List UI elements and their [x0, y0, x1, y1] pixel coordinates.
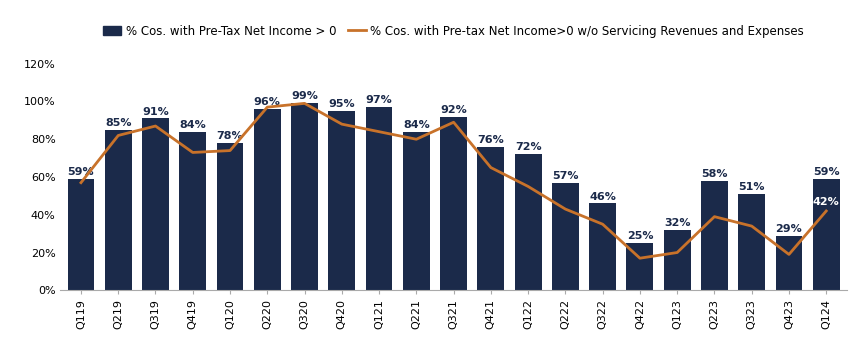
Text: 57%: 57%	[552, 171, 579, 181]
Text: 78%: 78%	[217, 131, 244, 141]
Text: 42%: 42%	[813, 197, 840, 207]
Bar	[776, 235, 803, 290]
Bar	[180, 132, 206, 290]
Text: 46%: 46%	[589, 192, 616, 201]
Text: 32%: 32%	[664, 218, 690, 228]
Bar	[440, 116, 467, 290]
Bar	[478, 147, 505, 290]
Text: 51%: 51%	[739, 182, 765, 192]
Text: 96%: 96%	[254, 97, 281, 107]
Bar	[403, 132, 429, 290]
Text: 84%: 84%	[180, 120, 206, 130]
Text: 91%: 91%	[142, 107, 168, 116]
Bar	[515, 154, 542, 290]
Text: 76%: 76%	[478, 135, 505, 145]
Bar	[365, 107, 392, 290]
Bar	[664, 230, 690, 290]
Text: 84%: 84%	[403, 120, 429, 130]
Text: 58%: 58%	[702, 169, 727, 179]
Text: 99%: 99%	[291, 91, 318, 102]
Bar	[291, 103, 318, 290]
Text: 97%: 97%	[365, 95, 392, 105]
Bar	[813, 179, 840, 290]
Bar	[142, 119, 169, 290]
Text: 72%: 72%	[515, 142, 542, 153]
Bar	[552, 183, 579, 290]
Text: 59%: 59%	[813, 167, 840, 177]
Bar	[701, 181, 727, 290]
Text: 95%: 95%	[328, 99, 355, 109]
Text: 25%: 25%	[626, 231, 653, 241]
Bar	[67, 179, 94, 290]
Bar	[217, 143, 244, 290]
Bar	[589, 204, 616, 290]
Bar	[105, 130, 131, 290]
Text: 29%: 29%	[776, 224, 803, 234]
Text: 92%: 92%	[441, 105, 467, 115]
Legend: % Cos. with Pre-Tax Net Income > 0, % Cos. with Pre-tax Net Income>0 w/o Servici: % Cos. with Pre-Tax Net Income > 0, % Co…	[98, 20, 809, 42]
Text: 85%: 85%	[105, 118, 131, 128]
Bar	[328, 111, 355, 290]
Text: 59%: 59%	[67, 167, 94, 177]
Bar	[738, 194, 766, 290]
Bar	[254, 109, 281, 290]
Bar	[626, 243, 653, 290]
